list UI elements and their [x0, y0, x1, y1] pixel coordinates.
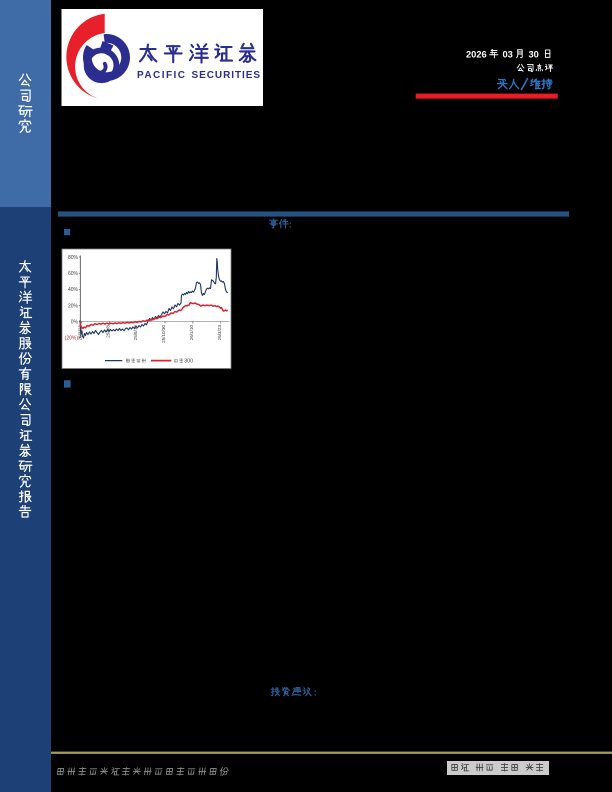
svg-text:20%: 20% [68, 303, 79, 309]
svg-text:25/8/19: 25/8/19 [133, 325, 138, 341]
svg-text:25/6/8: 25/6/8 [105, 325, 110, 338]
svg-text:26/3/23: 26/3/23 [217, 325, 222, 341]
svg-text:26/1/10: 26/1/10 [189, 325, 194, 341]
svg-text:25/10/30: 25/10/30 [161, 325, 166, 343]
svg-text:2026: 2026 [466, 49, 487, 59]
svg-text:25/3/28: 25/3/28 [78, 325, 83, 341]
svg-text:(20%): (20%) [65, 335, 79, 341]
svg-text:300: 300 [184, 359, 193, 365]
svg-text:PACIFIC: PACIFIC [137, 70, 186, 81]
svg-text:80%: 80% [68, 255, 79, 261]
svg-text:0%: 0% [71, 319, 79, 325]
svg-text::: : [314, 688, 317, 698]
svg-text:60%: 60% [68, 271, 79, 277]
svg-text:SECURITIES: SECURITIES [192, 70, 262, 81]
svg-text:30: 30 [529, 49, 539, 59]
svg-text:03: 03 [503, 49, 513, 59]
svg-text::: : [289, 220, 292, 230]
svg-text:40%: 40% [68, 287, 79, 293]
